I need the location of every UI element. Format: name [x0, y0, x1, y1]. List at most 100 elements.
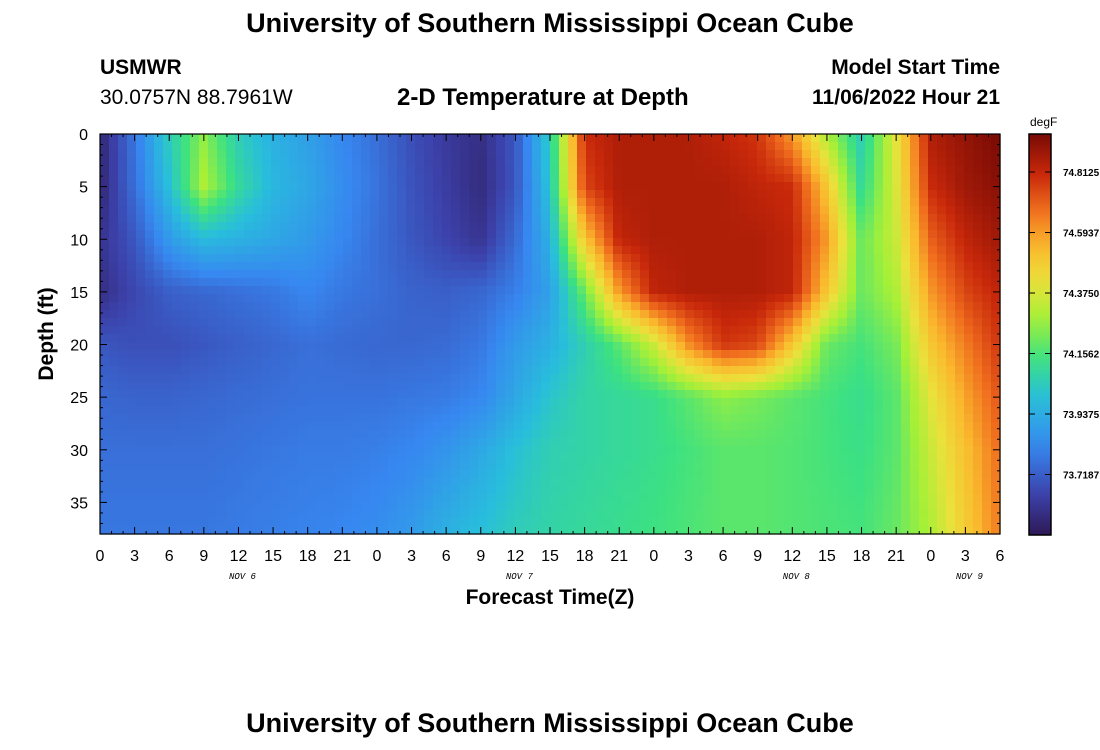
heatmap-cell	[568, 438, 578, 447]
heatmap-cell	[325, 366, 335, 375]
heatmap-cell	[514, 254, 524, 263]
heatmap-cell	[919, 526, 929, 535]
heatmap-cell	[802, 294, 812, 303]
heatmap-cell	[640, 454, 650, 463]
heatmap-cell	[847, 390, 857, 399]
heatmap-cell	[595, 214, 605, 223]
heatmap-cell	[973, 470, 983, 479]
heatmap-cell	[766, 166, 776, 175]
heatmap-cell	[595, 174, 605, 183]
heatmap-cell	[280, 486, 290, 495]
heatmap-cell	[100, 342, 110, 351]
heatmap-cell	[793, 310, 803, 319]
heatmap-cell	[982, 270, 992, 279]
heatmap-cell	[694, 206, 704, 215]
heatmap-cell	[541, 158, 551, 167]
heatmap-cell	[109, 270, 119, 279]
heatmap-cell	[361, 134, 371, 143]
heatmap-cell	[820, 134, 830, 143]
heatmap-cell	[514, 334, 524, 343]
heatmap-cell	[100, 294, 110, 303]
heatmap-cell	[892, 486, 902, 495]
heatmap-cell	[460, 422, 470, 431]
heatmap-cell	[298, 238, 308, 247]
heatmap-cell	[532, 342, 542, 351]
heatmap-cell	[595, 334, 605, 343]
heatmap-cell	[658, 206, 668, 215]
heatmap-cell	[235, 142, 245, 151]
heatmap-cell	[793, 246, 803, 255]
heatmap-cell	[586, 398, 596, 407]
heatmap-cell	[208, 398, 218, 407]
heatmap-cell	[514, 502, 524, 511]
heatmap-cell	[109, 182, 119, 191]
heatmap-cell	[793, 486, 803, 495]
heatmap-cell	[343, 150, 353, 159]
heatmap-cell	[487, 158, 497, 167]
heatmap-cell	[478, 262, 488, 271]
heatmap-cell	[703, 198, 713, 207]
heatmap-cell	[154, 382, 164, 391]
heatmap-cell	[685, 142, 695, 151]
heatmap-cell	[982, 174, 992, 183]
heatmap-cell	[316, 134, 326, 143]
heatmap-cell	[118, 182, 128, 191]
heatmap-cell	[694, 374, 704, 383]
heatmap-cell	[181, 198, 191, 207]
heatmap-cell	[748, 358, 758, 367]
heatmap-cell	[154, 462, 164, 471]
heatmap-cell	[919, 134, 929, 143]
heatmap-cell	[442, 414, 452, 423]
heatmap-cell	[919, 310, 929, 319]
heatmap-cell	[199, 198, 209, 207]
heatmap-cell	[811, 502, 821, 511]
heatmap-cell	[298, 262, 308, 271]
heatmap-cell	[352, 390, 362, 399]
heatmap-cell	[613, 150, 623, 159]
heatmap-cell	[163, 174, 173, 183]
heatmap-cell	[829, 134, 839, 143]
heatmap-cell	[307, 358, 317, 367]
heatmap-cell	[262, 478, 272, 487]
heatmap-cell	[838, 262, 848, 271]
heatmap-cell	[667, 270, 677, 279]
heatmap-cell	[298, 374, 308, 383]
heatmap-cell	[748, 526, 758, 535]
heatmap-cell	[217, 494, 227, 503]
heatmap-cell	[460, 486, 470, 495]
heatmap-cell	[721, 182, 731, 191]
heatmap-cell	[982, 254, 992, 263]
heatmap-cell	[532, 222, 542, 231]
heatmap-cell	[343, 294, 353, 303]
heatmap-cell	[883, 526, 893, 535]
heatmap-cell	[451, 518, 461, 527]
heatmap-cell	[811, 358, 821, 367]
heatmap-cell	[820, 150, 830, 159]
heatmap-cell	[244, 134, 254, 143]
heatmap-cell	[703, 366, 713, 375]
heatmap-cell	[262, 174, 272, 183]
heatmap-cell	[406, 446, 416, 455]
heatmap-cell	[505, 222, 515, 231]
heatmap-cell	[685, 302, 695, 311]
heatmap-cell	[352, 430, 362, 439]
heatmap-cell	[613, 510, 623, 519]
heatmap-cell	[748, 286, 758, 295]
heatmap-cell	[271, 390, 281, 399]
heatmap-cell	[604, 150, 614, 159]
heatmap-cell	[757, 166, 767, 175]
heatmap-cell	[910, 478, 920, 487]
heatmap-cell	[325, 422, 335, 431]
heatmap-cell	[559, 222, 569, 231]
heatmap-cell	[127, 158, 137, 167]
heatmap-cell	[856, 486, 866, 495]
heatmap-cell	[928, 350, 938, 359]
heatmap-cell	[757, 230, 767, 239]
heatmap-cell	[910, 350, 920, 359]
heatmap-cell	[730, 270, 740, 279]
heatmap-cell	[784, 150, 794, 159]
heatmap-cell	[271, 422, 281, 431]
heatmap-cell	[694, 526, 704, 535]
heatmap-cell	[496, 318, 506, 327]
heatmap-cell	[424, 342, 434, 351]
